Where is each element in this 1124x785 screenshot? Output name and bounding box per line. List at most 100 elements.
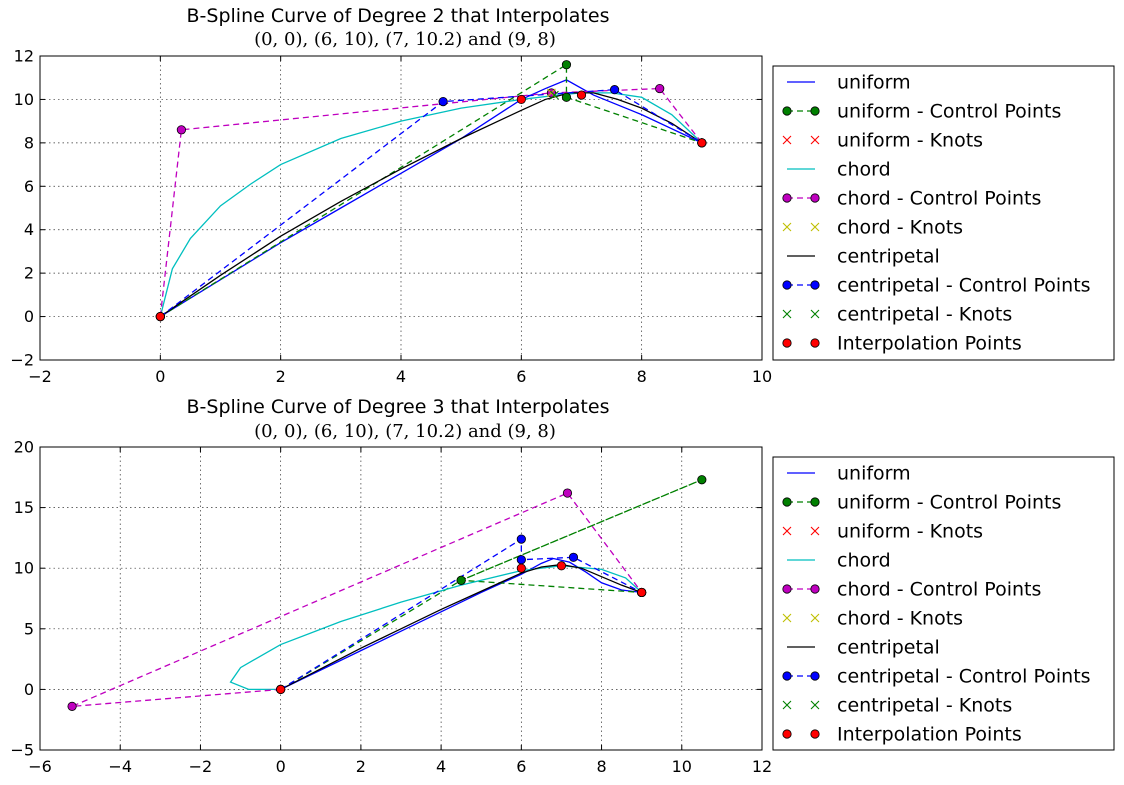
x-tick-label: 0 <box>276 757 286 776</box>
data-point-centripetal-control-points <box>516 534 526 544</box>
legend-marker <box>782 526 792 536</box>
x-tick-label: 8 <box>637 367 647 386</box>
legend-label: chord <box>837 550 891 572</box>
legend-marker <box>782 106 792 116</box>
legend: uniform uniform - Control Points uniform -… <box>772 456 1115 751</box>
chart-degree-3: B-Spline Curve of Degree 3 that Interpol… <box>10 396 1115 776</box>
legend-entry: chord - Knots <box>782 217 963 239</box>
legend-entry: centripetal - Knots <box>782 695 1012 717</box>
data-point-centripetal-control-points <box>568 552 579 562</box>
data-point-interpolation-points <box>516 94 526 105</box>
legend-label: centripetal <box>837 246 940 268</box>
data-point-interpolation-points <box>697 138 707 148</box>
legend-label: centripetal <box>837 637 940 659</box>
legend-marker <box>782 729 792 739</box>
y-tick-label: 20 <box>14 438 34 457</box>
chart-subtitle: (0, 0), (6, 10), (7, 10.2) and (9, 8) <box>254 421 556 442</box>
data-point-interpolation-points <box>155 311 165 322</box>
x-tick-label: 2 <box>276 367 286 386</box>
x-tick-label: 0 <box>155 367 165 386</box>
series-line-chord <box>229 565 643 691</box>
legend-marker <box>810 671 820 681</box>
legend-entry: uniform - Knots <box>782 130 983 152</box>
y-tick-label: 8 <box>24 133 34 152</box>
y-tick-label: 10 <box>14 559 34 578</box>
legend-entry: chord <box>787 159 891 181</box>
legend-entry: chord <box>787 550 891 572</box>
legend-marker <box>810 613 820 623</box>
legend-marker <box>782 135 792 145</box>
legend-entry: Interpolation Points <box>782 724 1022 746</box>
legend-entry: uniform <box>787 72 911 94</box>
data-point-interpolation-points <box>276 684 286 695</box>
legend-marker <box>782 671 792 681</box>
legend-entry: chord - Knots <box>782 608 963 630</box>
legend-label: centripetal - Control Points <box>837 275 1091 297</box>
legend-marker <box>782 700 792 710</box>
chart-title: B-Spline Curve of Degree 2 that Interpol… <box>187 5 610 27</box>
legend-label: uniform - Knots <box>837 521 983 543</box>
legend-label: Interpolation Points <box>837 333 1022 355</box>
y-tick-label: 0 <box>24 680 34 699</box>
data-point-interpolation-points <box>516 563 526 573</box>
series-line-centripetal-control-points <box>280 537 642 690</box>
legend-marker <box>810 193 820 203</box>
legend-entry: uniform - Control Points <box>782 492 1061 514</box>
legend-label: uniform - Control Points <box>837 492 1061 514</box>
legend-entry: centripetal - Control Points <box>782 666 1091 688</box>
legend-entry: uniform - Knots <box>782 521 983 543</box>
x-tick-label: 4 <box>396 367 406 386</box>
series-line-centripetal <box>280 563 642 690</box>
series-line-centripetal-control-points <box>159 88 703 318</box>
chart-subtitle: (0, 0), (6, 10), (7, 10.2) and (9, 8) <box>254 29 556 50</box>
legend-entry: uniform - Control Points <box>782 101 1061 123</box>
legend-entry: centripetal - Knots <box>782 304 1012 326</box>
x-tick-label: 6 <box>516 367 526 386</box>
legend-label: uniform <box>837 463 911 485</box>
legend-marker <box>782 338 792 348</box>
data-point-centripetal-control-points <box>609 85 620 95</box>
x-tick-label: 6 <box>516 757 526 776</box>
x-tick-label: 10 <box>672 757 692 776</box>
legend-marker <box>782 584 792 594</box>
grid <box>40 56 762 360</box>
x-tick-label: 2 <box>356 757 366 776</box>
data-point-centripetal-control-points <box>438 97 448 107</box>
data-point-centripetal-control-points <box>516 555 526 565</box>
legend-marker <box>782 222 792 232</box>
legend-label: uniform - Control Points <box>837 101 1061 123</box>
legend-box <box>772 456 1115 751</box>
data-point-uniform-control-points <box>561 92 572 102</box>
legend-entry: chord - Control Points <box>782 579 1041 601</box>
data-point-centripetal-knots <box>550 90 559 100</box>
y-tick-label: 12 <box>14 47 34 66</box>
legend-label: uniform - Knots <box>837 130 983 152</box>
x-tick-label: −6 <box>28 757 52 776</box>
x-tick-label: 10 <box>752 367 772 386</box>
legend-box <box>772 65 1115 361</box>
series-line-uniform <box>159 79 703 318</box>
legend-marker <box>810 280 820 290</box>
legend-label: chord - Knots <box>837 608 963 630</box>
legend-label: Interpolation Points <box>837 724 1022 746</box>
data-point-chord-control-points <box>67 701 77 711</box>
x-tick-label: −2 <box>28 367 52 386</box>
data-point-uniform-control-points <box>697 475 707 485</box>
data-point-chord-control-points <box>562 488 573 498</box>
legend-label: chord - Knots <box>837 217 963 239</box>
y-tick-label: 0 <box>24 307 34 326</box>
plot-frame <box>39 446 763 751</box>
legend-marker <box>782 309 792 319</box>
legend-marker <box>810 584 820 594</box>
legend-marker <box>810 497 820 507</box>
data-point-interpolation-points <box>576 90 587 100</box>
series-line-chord-control-points <box>159 87 703 317</box>
legend-marker <box>810 338 820 348</box>
legend-label: centripetal - Knots <box>837 304 1012 326</box>
series-group <box>155 60 707 322</box>
y-tick-label: 5 <box>24 619 34 638</box>
series-line-chord <box>159 92 703 317</box>
legend-marker <box>782 497 792 507</box>
chart-title: B-Spline Curve of Degree 3 that Interpol… <box>187 396 610 418</box>
